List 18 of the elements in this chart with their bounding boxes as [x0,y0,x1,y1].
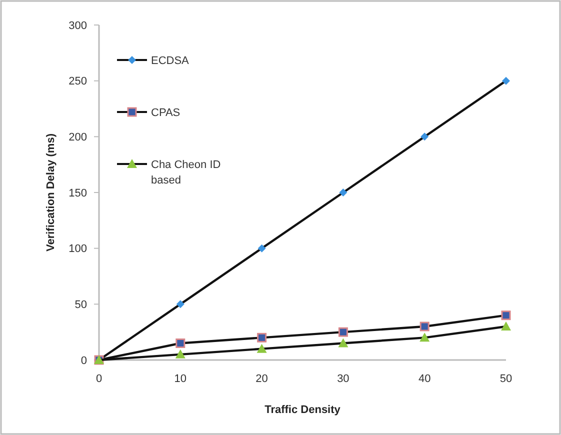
legend-label: ECDSA [151,54,190,67]
x-tick-label: 40 [418,373,431,385]
x-tick-label: 30 [337,373,350,385]
x-axis-title: Traffic Density [264,404,342,416]
y-tick-label: 150 [68,187,87,200]
y-tick-label: 100 [68,243,87,256]
y-tick-label: 300 [68,20,87,32]
x-tick-label: 10 [174,373,187,385]
y-tick-label: 50 [74,299,87,312]
y-tick-label: 250 [68,76,87,88]
x-tick-label: 50 [500,373,512,385]
y-tick-label: 200 [68,132,87,144]
legend-label: Cha Cheon ID based [151,158,221,186]
x-tick-label: 0 [96,373,102,385]
x-tick-label: 20 [256,373,268,385]
y-axis-title: Verification Delay (ms) [45,133,57,252]
y-tick-label: 0 [80,354,87,367]
legend-label: CPAS [151,106,180,119]
